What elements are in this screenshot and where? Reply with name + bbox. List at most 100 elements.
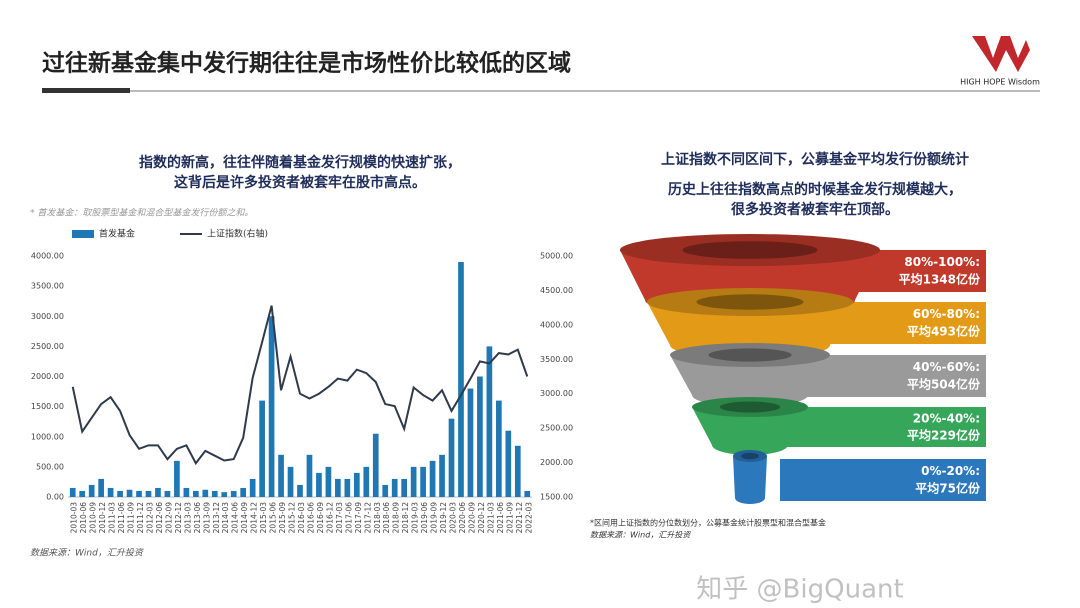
x-tick-label: 2013-03 [183, 502, 192, 534]
bar [363, 466, 370, 497]
y-tick-label: 3500.00 [31, 282, 64, 291]
x-tick-label: 2010-03 [70, 502, 79, 534]
x-tick-label: 2020-12 [477, 502, 486, 534]
x-tick-label: 2017-09 [354, 502, 363, 534]
funnel-hole [708, 348, 792, 362]
funnel-average: 平均75亿份 [915, 481, 981, 496]
bar [79, 490, 86, 497]
bar [249, 478, 256, 497]
bar [107, 487, 114, 497]
x-tick-label: 2017-03 [335, 502, 344, 534]
funnel-average: 平均1348亿份 [899, 272, 981, 287]
y2-tick-label: 3500.00 [540, 355, 573, 364]
x-tick-label: 2013-12 [212, 502, 221, 534]
x-tick-label: 2017-06 [344, 502, 353, 534]
bar [183, 487, 190, 497]
y2-tick-label: 4500.00 [540, 286, 573, 295]
funnel-average: 平均493亿份 [907, 324, 981, 339]
bar [69, 487, 76, 497]
x-tick-label: 2018-03 [373, 502, 382, 534]
chart-subtitle: 指数的新高，往往伴随着基金发行规模的快速扩张， [139, 154, 461, 171]
bar [439, 454, 445, 497]
y2-tick-label: 2000.00 [540, 458, 573, 467]
bar [287, 466, 294, 497]
y2-tick-label: 3000.00 [540, 389, 573, 398]
logo-mark [972, 36, 1030, 72]
x-tick-label: 2011-12 [136, 502, 145, 534]
funnel-label-box [780, 407, 986, 447]
x-tick-label: 2020-06 [458, 502, 467, 534]
x-tick-label: 2015-12 [288, 502, 297, 534]
x-tick-label: 2011-03 [108, 502, 117, 534]
x-tick-label: 2011-06 [117, 502, 126, 534]
x-tick-label: 2014-12 [250, 502, 259, 534]
bar [496, 400, 502, 497]
x-tick-label: 2018-09 [392, 502, 401, 534]
x-tick-label: 2019-09 [430, 502, 439, 534]
x-tick-label: 2015-06 [269, 502, 278, 534]
x-tick-label: 2015-03 [259, 502, 268, 534]
bar [117, 490, 123, 497]
y-tick-label: 500.00 [36, 462, 64, 471]
x-tick-label: 2019-03 [411, 502, 420, 534]
funnel-range: 80%-100%: [904, 255, 980, 269]
bar [448, 418, 455, 497]
x-tick-label: 2021-03 [486, 502, 495, 534]
funnel-segment [692, 407, 808, 455]
bar [297, 484, 303, 497]
funnel-average: 平均229亿份 [907, 427, 981, 442]
funnel-range: 60%-80%: [913, 307, 980, 321]
y-tick-label: 3000.00 [31, 312, 64, 321]
x-tick-label: 2013-09 [202, 502, 211, 534]
y2-tick-label: 5000.00 [540, 252, 573, 261]
legend-swatch [72, 230, 94, 238]
x-tick-label: 2012-12 [174, 502, 183, 534]
bar [155, 487, 161, 497]
y-tick-label: 2500.00 [31, 342, 64, 351]
bar [458, 262, 464, 497]
x-tick-label: 2010-12 [98, 502, 107, 534]
x-tick-label: 2016-12 [325, 502, 334, 534]
bar [278, 454, 284, 497]
bar [410, 466, 417, 497]
bar [420, 466, 426, 497]
x-tick-label: 2012-09 [164, 502, 173, 534]
x-tick-label: 2012-03 [145, 502, 154, 534]
bar [486, 346, 493, 497]
watermark: 知乎 @BigQuant [696, 575, 903, 605]
title-underline [42, 88, 130, 93]
bar [344, 478, 351, 497]
chart-source: 数据来源：Wind，汇升投资 [30, 548, 144, 559]
bar [202, 489, 209, 497]
funnel-range: 0%-20%: [921, 464, 980, 478]
bar [136, 490, 142, 497]
x-tick-label: 2021-09 [505, 502, 514, 534]
y-tick-label: 2000.00 [31, 372, 64, 381]
bar [316, 472, 322, 497]
x-tick-label: 2021-06 [496, 502, 505, 534]
bar [306, 454, 313, 497]
logo-text: HIGH HOPE Wisdom [960, 78, 1040, 87]
x-tick-label: 2010-09 [89, 502, 98, 534]
bar [325, 466, 332, 497]
bar [372, 433, 379, 497]
funnel-subtitle: 历史上往往指数高点的时候基金发行规模越大， [668, 181, 962, 198]
bar [145, 490, 152, 497]
bar [268, 316, 275, 497]
logo: HIGH HOPE Wisdom [960, 36, 1040, 87]
bar [221, 492, 228, 497]
legend-label: 上证指数(右轴) [207, 228, 268, 240]
x-tick-label: 2012-06 [155, 502, 164, 534]
funnel-hole [719, 401, 781, 413]
funnel-title: 上证指数不同区间下，公募基金平均发行份额统计 [661, 151, 969, 168]
x-tick-label: 2015-09 [278, 502, 287, 534]
x-tick-label: 2014-06 [231, 502, 240, 534]
chart-note: * 首发基金：取股票型基金和混合型基金发行份额之和。 [30, 208, 253, 219]
bar [192, 490, 199, 497]
bar [230, 490, 237, 497]
bar [164, 490, 171, 497]
x-tick-label: 2021-12 [515, 502, 524, 534]
funnel-source: 数据来源：Wind，汇升投资 [590, 531, 691, 540]
funnel-segment [733, 456, 767, 504]
bar [382, 484, 389, 497]
